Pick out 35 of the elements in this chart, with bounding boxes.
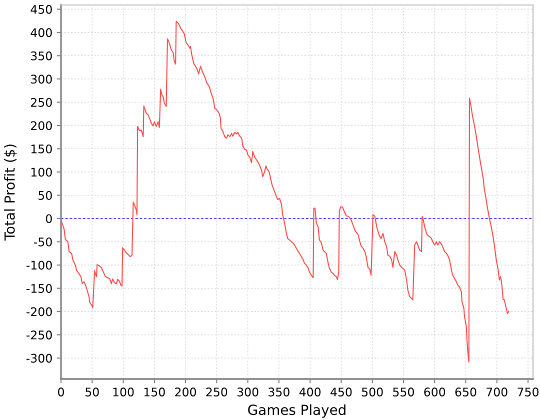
x-tick-label: 550: [393, 388, 414, 396]
x-tick-label: 450: [330, 388, 352, 396]
x-tick-label: 500: [362, 388, 383, 396]
x-tick-label: 600: [424, 388, 446, 396]
x-tick-label: 750: [518, 388, 538, 396]
x-tick-label: 100: [113, 388, 134, 396]
y-tick-label: 0: [46, 214, 52, 224]
y-tick-label: 450: [30, 4, 52, 14]
line-series: [61, 20, 510, 362]
x-tick-label: 400: [299, 388, 321, 396]
y-tick-label: 300: [31, 74, 52, 84]
y-tick-label: 400: [30, 28, 52, 38]
x-tick-label: 650: [455, 388, 476, 396]
y-tick-label: -100: [26, 260, 52, 270]
x-tick-label: 50: [86, 388, 99, 396]
y-tick-label: -50: [34, 237, 52, 246]
x-tick-label: 300: [237, 388, 258, 396]
y-tick-label: 250: [31, 98, 52, 107]
y-axis-title: Total Profit ($): [4, 144, 17, 241]
x-tick-label: 0: [58, 388, 64, 396]
x-axis-title: Games Played: [248, 404, 346, 418]
y-tick-label: 150: [31, 144, 52, 154]
y-tick-label: 200: [31, 121, 52, 130]
y-tick-label: -250: [26, 330, 52, 340]
y-tick-label: -150: [26, 284, 52, 293]
y-tick-label: -300: [26, 354, 52, 363]
y-tick-label: 350: [31, 51, 52, 60]
y-tick-label: 50: [38, 190, 52, 200]
x-tick-label: 200: [175, 388, 196, 396]
x-tick-label: 700: [486, 388, 508, 396]
y-tick-label: 100: [31, 168, 52, 177]
x-tick-label: 250: [206, 388, 228, 396]
y-tick-label: -200: [26, 307, 52, 316]
x-tick-label: 150: [144, 388, 165, 396]
x-tick-label: 350: [268, 388, 290, 396]
